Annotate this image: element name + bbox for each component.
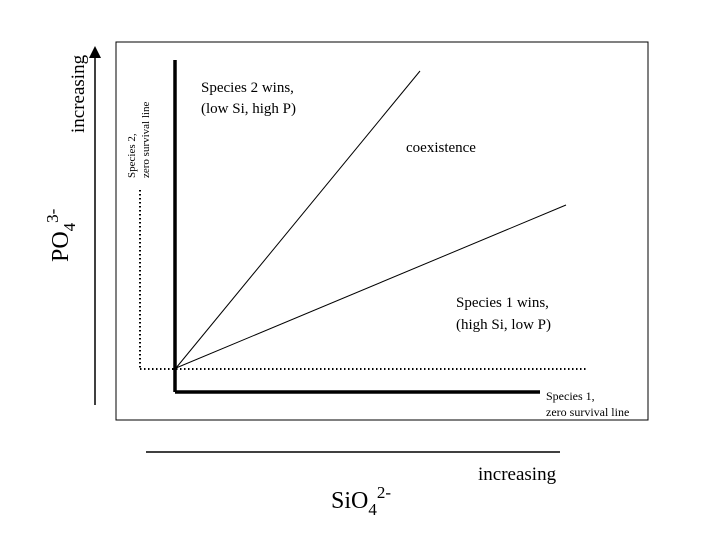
species2-survival-label: Species 2, zero survival line	[126, 102, 152, 178]
x-axis-charge: 2-	[377, 483, 392, 502]
species1-survival-line1: Species 1,	[546, 389, 595, 403]
y-axis-charge: 3-	[43, 208, 62, 223]
species2-wins-label: Species 2 wins, (low Si, high P)	[201, 80, 298, 117]
species1-wins-line1: Species 1 wins,	[456, 295, 549, 311]
species1-wins-label: Species 1 wins, (high Si, low P)	[456, 295, 553, 333]
species1-survival-label: Species 1, zero survival line	[546, 389, 629, 419]
species1-wins-line2: (high Si, low P)	[456, 317, 551, 333]
x-axis-direction-label: increasing	[478, 464, 557, 485]
species1-consumption-vector	[175, 204, 567, 369]
species2-survival-line1: Species 2,	[126, 133, 138, 178]
plot-frame	[115, 41, 649, 421]
species2-consumption-vector	[175, 70, 421, 369]
x-axis-species-label: SiO42-	[331, 483, 391, 519]
y-axis-species-label: PO43-	[43, 208, 79, 262]
y-axis-subscript: 4	[60, 222, 79, 231]
y-axis-formula: PO	[48, 231, 74, 262]
coexistence-label: coexistence	[406, 140, 476, 156]
x-axis-formula: SiO	[331, 488, 368, 514]
species2-wins-line1: Species 2 wins,	[201, 80, 294, 96]
y-axis-direction-label: increasing	[68, 54, 89, 133]
species2-survival-line2: zero survival line	[140, 102, 152, 178]
species2-wins-line2: (low Si, high P)	[201, 101, 296, 117]
x-axis-subscript: 4	[368, 500, 377, 519]
species1-survival-line2: zero survival line	[546, 405, 629, 419]
